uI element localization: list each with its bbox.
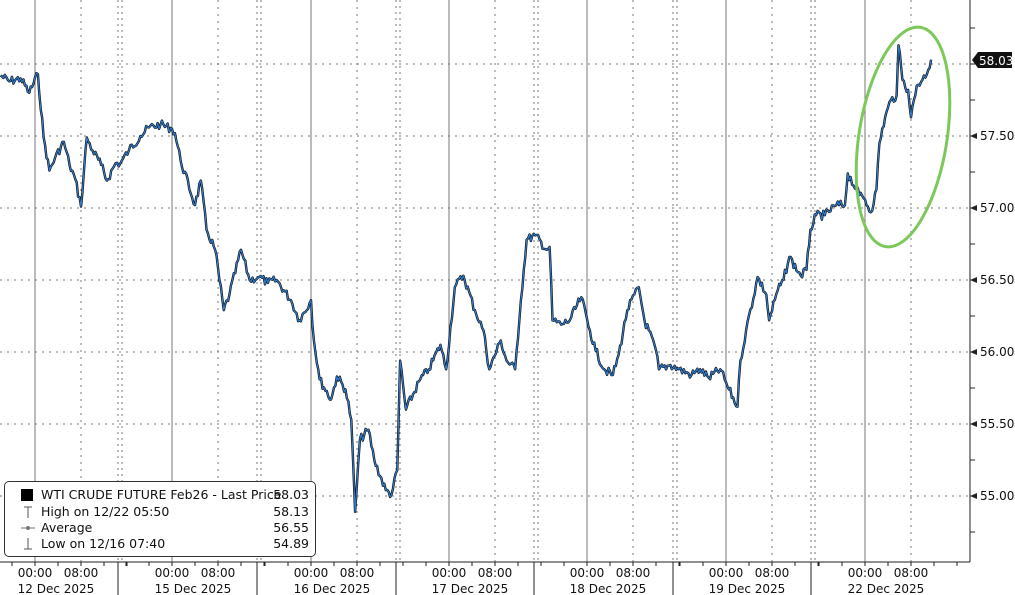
legend-label: High on 12/22 05:50 <box>41 504 170 519</box>
legend-value: 56.55 <box>273 520 309 535</box>
black-square-icon <box>21 489 33 501</box>
x-time-label: 08:00 <box>201 566 236 580</box>
high-marker-icon <box>24 506 32 518</box>
x-time-label: 08:00 <box>755 566 790 580</box>
x-date-label: 22 Dec 2025 <box>848 582 925 595</box>
x-time-label: 00:00 <box>294 566 329 580</box>
x-time-label: 08:00 <box>64 566 99 580</box>
x-time-label: 08:00 <box>340 566 375 580</box>
y-tick-marker <box>970 205 977 211</box>
x-date-label: 12 Dec 2025 <box>18 582 95 595</box>
x-date-label: 17 Dec 2025 <box>432 582 509 595</box>
y-tick-marker <box>970 349 977 355</box>
x-date-label: 19 Dec 2025 <box>709 582 786 595</box>
x-date-label: 18 Dec 2025 <box>570 582 647 595</box>
low-marker-icon <box>24 538 32 550</box>
x-time-label: 08:00 <box>616 566 651 580</box>
x-time-label: 00:00 <box>18 566 53 580</box>
x-time-label: 08:00 <box>478 566 513 580</box>
x-axis: 00:00 08:00 12 Dec 2025 00:00 08:00 15 Dec 20… <box>0 561 970 595</box>
x-date-label: 16 Dec 2025 <box>294 582 371 595</box>
price-line-outline <box>0 44 933 513</box>
last-price-tag: 58.03 <box>972 52 1013 68</box>
x-time-label: 00:00 <box>848 566 883 580</box>
legend-label: WTI CRUDE FUTURE Feb26 - Last Price <box>41 487 282 502</box>
last-price-value: 58.03 <box>979 54 1013 68</box>
x-time-label: 00:00 <box>570 566 605 580</box>
y-tick-marker <box>970 277 977 283</box>
x-time-label: 00:00 <box>432 566 467 580</box>
legend-value: 58.13 <box>273 504 309 519</box>
legend-entry-high: High on 12/22 05:50 58.13 <box>24 504 309 520</box>
y-tick-label: 57.00 <box>980 201 1014 215</box>
x-time-label: 08:00 <box>894 566 929 580</box>
legend-entry-low: Low on 12/16 07:40 54.89 <box>24 536 309 552</box>
y-tick-marker <box>970 493 977 499</box>
average-marker-icon <box>21 526 35 530</box>
y-tick-label: 55.00 <box>980 489 1014 503</box>
y-axis: 57.50 57.00 56.50 56.00 55.50 55.00 <box>969 0 1014 562</box>
legend-entry-average: Average 56.55 <box>21 520 309 536</box>
y-tick-label: 56.00 <box>980 345 1014 359</box>
y-tick-marker <box>970 133 977 139</box>
y-tick-marker <box>970 421 977 427</box>
price-series <box>0 44 933 513</box>
y-tick-label: 56.50 <box>980 273 1014 287</box>
price-line <box>0 44 932 513</box>
highlight-ellipse <box>854 25 952 249</box>
x-date-label: 15 Dec 2025 <box>155 582 232 595</box>
legend-label: Average <box>41 520 93 535</box>
legend-value: 54.89 <box>273 536 309 551</box>
x-time-label: 00:00 <box>709 566 744 580</box>
legend-value: 58.03 <box>273 487 309 502</box>
legend: WTI CRUDE FUTURE Feb26 - Last Price 58.0… <box>4 481 316 557</box>
x-time-label: 00:00 <box>155 566 190 580</box>
grid <box>0 0 970 562</box>
legend-label: Low on 12/16 07:40 <box>41 536 166 551</box>
legend-entry-last-price[interactable]: WTI CRUDE FUTURE Feb26 - Last Price 58.0… <box>21 487 309 503</box>
y-tick-label: 55.50 <box>980 417 1014 431</box>
y-tick-label: 57.50 <box>980 129 1014 143</box>
